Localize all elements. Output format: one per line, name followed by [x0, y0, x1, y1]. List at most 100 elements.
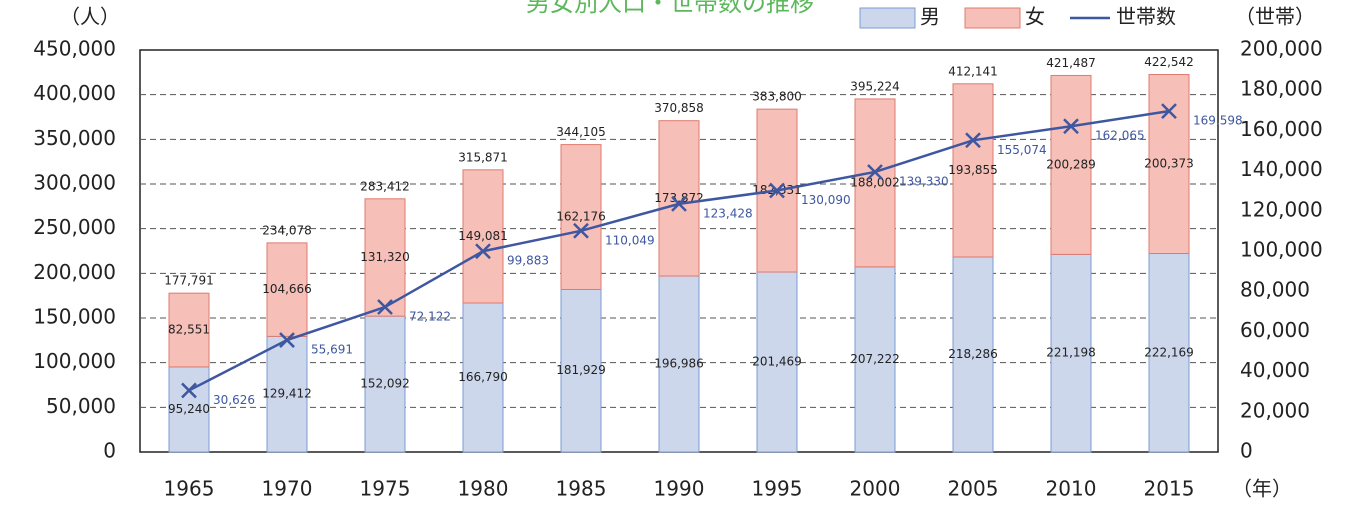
bar-label: 129,412 [262, 387, 312, 401]
y-tick-label: 0 [103, 439, 116, 463]
chart-title: 男女別人口・世帯数の推移 [526, 0, 814, 17]
line-marker [1161, 103, 1177, 119]
bar-segment [364, 315, 406, 453]
y-tick-label: 250,000 [33, 215, 116, 239]
line-marker [475, 243, 491, 260]
x-tick-label: 2010 [1046, 477, 1097, 501]
bar-label: 82,551 [168, 323, 210, 337]
total-label: 283,412 [360, 179, 410, 193]
total-label: 370,858 [654, 101, 704, 115]
line-marker [1063, 118, 1079, 135]
total-label: 234,078 [262, 223, 312, 237]
x-tick-label: 1995 [752, 477, 803, 501]
x-tick-label: 1965 [164, 477, 215, 501]
total-label: 421,487 [1046, 56, 1096, 70]
bar-segment [168, 292, 210, 368]
legend-swatch [859, 7, 916, 29]
line-label: 162,065 [1095, 129, 1145, 143]
bar-segment [266, 242, 308, 337]
bar-label: 149,081 [458, 229, 508, 243]
line-label: 123,428 [703, 206, 753, 220]
bar-label: 95,240 [168, 402, 210, 416]
bar-segment [756, 271, 798, 453]
total-label: 344,105 [556, 125, 606, 139]
bar-segment [658, 275, 700, 453]
y2-tick-label: 120,000 [1240, 197, 1323, 221]
bar-segment [952, 83, 994, 258]
line-marker [769, 182, 785, 199]
total-label: 315,871 [458, 150, 508, 164]
bar-segment [854, 98, 896, 268]
bar-label: 104,666 [262, 282, 312, 296]
bar-segment [658, 120, 700, 277]
bar-segment [952, 256, 994, 453]
bar-label: 131,320 [360, 250, 410, 264]
bar-label: 166,790 [458, 370, 508, 384]
line-marker [573, 222, 589, 239]
total-label: 395,224 [850, 79, 900, 93]
total-label: 177,791 [164, 274, 214, 288]
x-tick-label: 1990 [654, 477, 705, 501]
bar-label: 162,176 [556, 210, 606, 224]
line-marker [279, 332, 295, 348]
line-label: 169,598 [1193, 114, 1243, 128]
y2-tick-label: 40,000 [1240, 358, 1310, 382]
legend-label: 女 [1025, 5, 1045, 29]
bar-label: 152,092 [360, 377, 410, 391]
bar-label: 222,169 [1144, 345, 1194, 359]
bar-segment [1148, 74, 1190, 255]
y2-tick-label: 60,000 [1240, 318, 1310, 342]
total-label: 422,542 [1144, 55, 1194, 69]
bar-label: 218,286 [948, 347, 998, 361]
line-label: 72,122 [409, 310, 451, 324]
y-tick-label: 350,000 [33, 126, 116, 150]
x-tick-label: 1980 [458, 477, 509, 501]
y2-tick-label: 140,000 [1240, 157, 1323, 181]
y-tick-label: 100,000 [33, 349, 116, 373]
line-marker [181, 382, 197, 399]
line-label: 139,330 [899, 174, 949, 188]
bar-segment [364, 198, 406, 317]
legend-label: 世帯数 [1116, 5, 1176, 29]
x-tick-label: 2000 [850, 477, 901, 501]
bar-segment [462, 169, 504, 304]
bar-label: 201,469 [752, 355, 802, 369]
line-label: 99,883 [507, 254, 549, 268]
y2-tick-label: 80,000 [1240, 278, 1310, 302]
line-marker [671, 196, 687, 212]
bar-label: 193,855 [948, 163, 998, 177]
y-tick-label: 50,000 [46, 394, 116, 418]
line-marker [965, 132, 981, 149]
bar-segment [1050, 253, 1092, 453]
y-unit: （人） [60, 5, 120, 29]
x-tick-label: 1975 [360, 477, 411, 501]
y2-tick-label: 180,000 [1240, 77, 1323, 101]
y-tick-label: 200,000 [33, 260, 116, 284]
y2-tick-label: 0 [1240, 439, 1253, 463]
bar-label: 207,222 [850, 352, 900, 366]
y2-tick-label: 100,000 [1240, 238, 1323, 262]
y2-tick-label: 160,000 [1240, 117, 1323, 141]
bar-label: 200,373 [1144, 157, 1194, 171]
x-unit: （年） [1232, 477, 1292, 501]
bar-segment [1050, 74, 1092, 255]
y2-unit: （世帯） [1235, 5, 1315, 29]
line-label: 130,090 [801, 193, 851, 207]
y-tick-label: 150,000 [33, 305, 116, 329]
legend-label: 男 [920, 5, 940, 29]
x-tick-label: 2005 [948, 477, 999, 501]
bar-label: 200,289 [1046, 157, 1096, 171]
bar-label: 181,929 [556, 363, 606, 377]
bar-segment [854, 266, 896, 453]
total-label: 383,800 [752, 90, 802, 104]
bar-label: 196,986 [654, 357, 704, 371]
line-label: 110,049 [605, 233, 655, 247]
bar-segment [1148, 253, 1190, 453]
line-label: 155,074 [997, 143, 1047, 157]
bar-segment [560, 144, 602, 290]
line-label: 30,626 [213, 393, 255, 407]
bar-segment [560, 288, 602, 453]
total-label: 412,141 [948, 64, 998, 78]
